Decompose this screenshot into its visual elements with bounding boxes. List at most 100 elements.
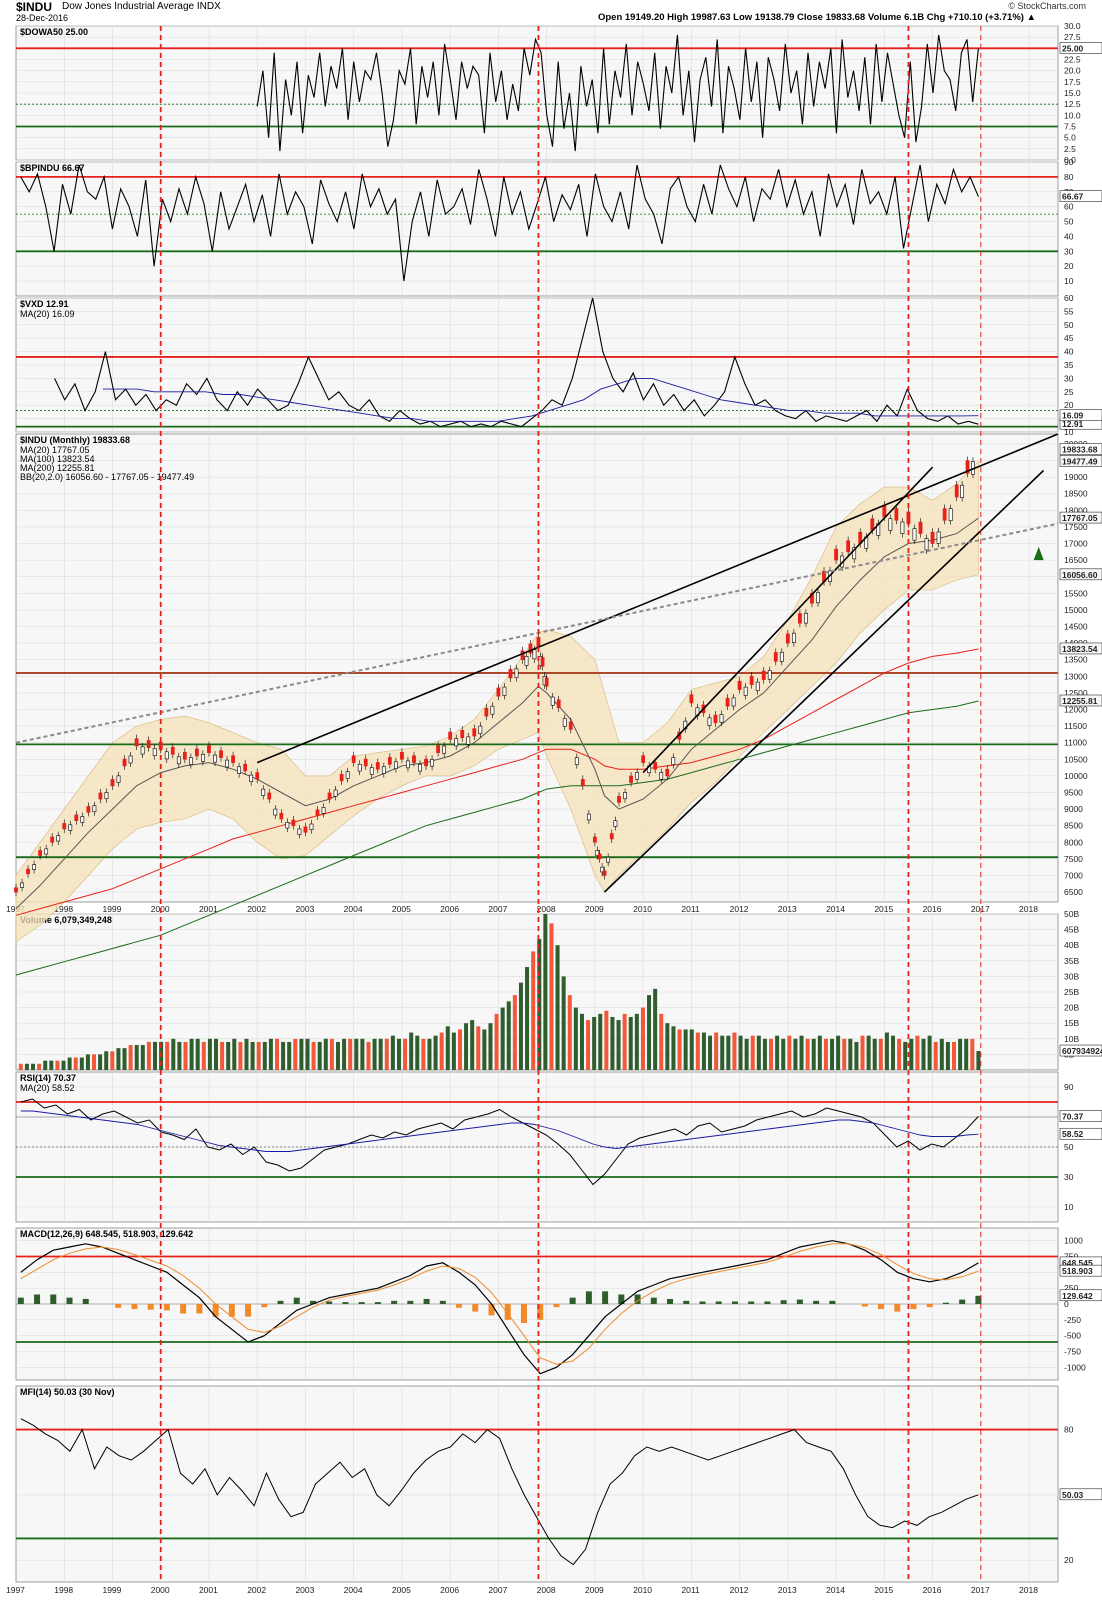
candle [14,887,18,893]
macd-signal-line [20,1243,979,1365]
macd-histogram-bar [196,1304,203,1314]
header-symbol: $INDU [16,0,53,14]
candle [834,548,838,561]
channel-upper [642,466,934,774]
candle [460,730,465,739]
volume-bar [945,1041,950,1070]
candle [279,812,284,820]
macd-histogram-bar [488,1304,495,1316]
volume-bar [24,1063,29,1070]
y-tick-label: 30 [1064,373,1074,383]
candle [719,714,724,723]
candle [255,772,260,780]
y-tick-label: 7500 [1064,854,1083,864]
volume-bar [915,1035,920,1070]
volume-bar [335,1041,340,1070]
macd-histogram-bar [569,1297,576,1304]
candle [442,745,447,754]
volume-bar [903,1041,908,1070]
candle [496,687,501,697]
y-tick-label: 20 [1064,1555,1074,1565]
candle [104,792,109,800]
candle [261,788,266,796]
indu-price-tag-4: 13823.54 [1062,644,1098,654]
panel-label-volume: Volume 6,079,349,248 [20,915,112,925]
x-tick-label: 2015 [874,1585,893,1595]
candle [761,670,766,680]
volume-bar [952,1041,957,1070]
y-tick-label: 5.0 [1064,133,1076,143]
y-tick-label: 10500 [1064,754,1088,764]
y-tick-label: -750 [1064,1347,1081,1357]
candle [597,853,602,860]
volume-bar [262,1041,267,1070]
panel-label-macd: MACD(12,26,9) 648.545, 518.903, 129.642 [20,1229,193,1239]
candle [924,538,929,551]
candle [613,820,618,827]
y-tick-label: 10 [1064,427,1074,437]
candle [617,796,621,803]
volume-bar [177,1041,182,1070]
volume-bar [701,1032,706,1070]
candle [140,746,145,755]
candle [609,833,614,840]
volume-bar [805,1038,810,1070]
y-tick-label: 90 [1064,157,1074,167]
volume-bar [67,1057,72,1070]
volume-bar [500,1007,505,1070]
candle [339,774,344,782]
volume-bar [61,1060,66,1070]
volume-bar [128,1045,133,1070]
panel-label-rsi: RSI(14) 70.37 [20,1073,76,1083]
vxd-ma-line [102,377,979,422]
macd-histogram-bar [326,1301,333,1304]
volume-bar [79,1057,84,1070]
candle [56,835,61,842]
y-tick-label: 80 [1064,1425,1074,1435]
candle [798,613,802,624]
macd-histogram-bar [748,1301,755,1304]
candle [653,762,658,770]
panel-label-indu: $INDU (Monthly) 19833.68 [20,435,130,445]
candle [225,759,229,768]
bpindu-last-tag-bg [1059,190,1102,202]
macd-histogram-bar [796,1299,803,1304]
y-tick-label: 50 [1064,1142,1074,1152]
volume-bar [506,1001,511,1070]
header-name: Dow Jones Industrial Average INDX [62,1,221,12]
volume-bar [171,1038,176,1070]
x-tick-label: 2018 [1019,904,1038,914]
candle [804,612,808,624]
candle [484,707,489,717]
y-tick-label: 15000 [1064,605,1088,615]
volume-bar [73,1057,78,1070]
y-tick-label: 9500 [1064,787,1083,797]
macd-histogram-bar [277,1300,284,1304]
candle [602,870,607,876]
header-watermark: © StockCharts.com [1008,1,1086,11]
y-tick-label: 18000 [1064,505,1088,515]
y-tick-label: 40B [1064,940,1079,950]
macd-histogram-bar [699,1301,706,1304]
macd-histogram-bar [813,1300,820,1304]
panel-label-vxd: $VXD 12.91 [20,299,69,309]
x-tick-label: 2004 [344,904,363,914]
volume-bar [927,1035,932,1070]
x-tick-label: 2008 [537,904,556,914]
y-tick-label: 7000 [1064,870,1083,880]
macd-histogram-bar [17,1297,24,1304]
candle [524,656,529,666]
volume-bar [708,1035,713,1070]
macd-histogram-bar [228,1304,235,1317]
x-tick-label: 2014 [826,1585,845,1595]
indu-price-tag-0: 19833.68 [1062,444,1098,454]
candle [26,868,30,875]
x-tick-label: 1997 [6,1585,25,1595]
volume-last-tag-bg [1059,1044,1102,1057]
volume-bar [122,1048,127,1070]
macd-histogram-bar [975,1295,982,1304]
y-tick-label: 15B [1064,1018,1079,1028]
volume-bar [140,1045,145,1070]
volume-bar [476,1026,481,1070]
